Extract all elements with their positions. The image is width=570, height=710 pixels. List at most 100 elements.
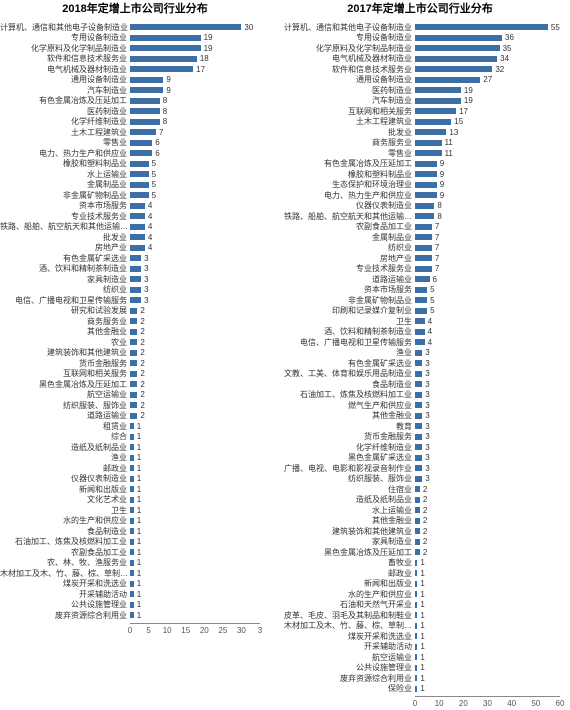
bar-wrap: 1: [130, 600, 270, 609]
bar-row: 石油加工、炼焦及核燃料加工业3: [270, 390, 570, 401]
bar-row: 印刷和记录媒介复制业5: [270, 306, 570, 317]
value-label: 1: [137, 600, 141, 609]
bar-row: 电气机械及器材制造业17: [0, 64, 270, 75]
bar-wrap: 2: [130, 380, 270, 389]
bar: [415, 539, 420, 545]
bar-wrap: 4: [415, 338, 570, 347]
bar-row: 有色金属冶炼及压延加工9: [270, 159, 570, 170]
bar-row: 医药制造业19: [270, 85, 570, 96]
bar-wrap: 3: [415, 411, 570, 420]
bar: [130, 539, 134, 545]
category-label: 商务服务业: [270, 137, 415, 148]
chart-2017: 2017年定增上市公司行业分布计算机、通信和其他电子设备制造业55专用设备制造业…: [270, 0, 570, 710]
bar: [415, 35, 502, 41]
value-label: 2: [423, 495, 427, 504]
bar: [130, 486, 134, 492]
bar-row: 酒、饮料和精制茶制造业4: [270, 327, 570, 338]
category-label: 石油加工、炼焦及核燃料加工业: [270, 389, 415, 400]
bar-row: 商务服务业11: [270, 138, 570, 149]
bar-wrap: 27: [415, 75, 570, 84]
value-label: 9: [440, 170, 444, 179]
bar-row: 航空运输业1: [270, 652, 570, 663]
bar-row: 软件和信息技术服务业18: [0, 54, 270, 65]
value-label: 13: [449, 128, 458, 137]
axis-tick: 0: [128, 626, 132, 635]
category-label: 互联网和相关服务: [270, 106, 415, 117]
category-label: 酒、饮料和精制茶制造业: [270, 326, 415, 337]
bar-wrap: 7: [130, 128, 270, 137]
bar-row: 食品制造业1: [0, 526, 270, 537]
bar-wrap: 1: [415, 611, 570, 620]
category-label: 造纸及纸制品业: [270, 494, 415, 505]
bar-row: 木材加工及木、竹、藤、棕、草制…1: [270, 621, 570, 632]
bar: [130, 108, 160, 114]
bar-wrap: 3: [415, 348, 570, 357]
bar: [415, 45, 500, 51]
category-label: 通用设备制造业: [270, 74, 415, 85]
value-label: 2: [140, 317, 144, 326]
bar-row: 铁路、船舶、航空航天和其他运输…8: [270, 211, 570, 222]
bar-row: 电信、广播电视和卫星传输服务3: [0, 295, 270, 306]
bar-row: 专用设备制造业19: [0, 33, 270, 44]
bar-row: 石油和天然气开采业1: [270, 600, 570, 611]
bar-wrap: 3: [415, 422, 570, 431]
bar-row: 酒、饮料和精制茶制造业3: [0, 264, 270, 275]
bar-wrap: 2: [130, 401, 270, 410]
value-label: 9: [440, 159, 444, 168]
bar: [415, 465, 422, 471]
bar-wrap: 1: [130, 422, 270, 431]
bar-row: 有色金属冶炼及压延加工8: [0, 96, 270, 107]
bar-row: 橡胶和塑料制品业9: [270, 169, 570, 180]
value-label: 34: [500, 54, 509, 63]
value-label: 55: [551, 23, 560, 32]
bar: [130, 77, 163, 83]
category-label: 有色金属矿采选业: [0, 253, 130, 264]
bar-row: 农副食品加工业1: [0, 547, 270, 558]
category-label: 化学原料及化学制品制造业: [0, 43, 130, 54]
value-label: 35: [503, 44, 512, 53]
category-label: 木材加工及木、竹、藤、棕、草制…: [270, 620, 415, 631]
value-label: 2: [423, 516, 427, 525]
bar-wrap: 19: [130, 44, 270, 53]
bar: [130, 350, 137, 356]
bar-wrap: 1: [415, 653, 570, 662]
value-label: 3: [144, 296, 148, 305]
bar-wrap: 4: [130, 201, 270, 210]
bar-row: 资本市场服务4: [0, 201, 270, 212]
bar: [415, 287, 427, 293]
bar-row: 废弃资源综合利用业1: [0, 610, 270, 621]
category-label: 金属制品业: [270, 232, 415, 243]
category-label: 通用设备制造业: [0, 74, 130, 85]
value-label: 4: [148, 201, 152, 210]
category-label: 资本市场服务: [270, 284, 415, 295]
bar: [415, 255, 432, 261]
bar-wrap: 4: [130, 243, 270, 252]
value-label: 6: [433, 275, 437, 284]
category-label: 废弃资源综合利用业: [0, 610, 130, 621]
bar-row: 汽车制造业 9: [0, 85, 270, 96]
bar: [130, 507, 134, 513]
bar-wrap: 13: [415, 128, 570, 137]
value-label: 9: [166, 86, 170, 95]
bar: [130, 161, 149, 167]
value-label: 1: [137, 548, 141, 557]
bar-wrap: 1: [415, 674, 570, 683]
bar-row: 卫生4: [270, 316, 570, 327]
value-label: 2: [423, 485, 427, 494]
category-label: 家具制造业: [270, 536, 415, 547]
category-label: 房地产业: [0, 242, 130, 253]
category-label: 仪器仪表制造业: [270, 200, 415, 211]
bar-row: 房地产业4: [0, 243, 270, 254]
value-label: 2: [140, 359, 144, 368]
category-label: 汽车制造业: [0, 85, 130, 96]
category-label: 公共设施管理业: [0, 599, 130, 610]
bar-row: 铁路、船舶、航空航天和其他运输…4: [0, 222, 270, 233]
bar-wrap: 1: [130, 611, 270, 620]
category-label: 建筑装饰和其他建筑业: [0, 347, 130, 358]
bar: [415, 602, 417, 608]
axis-tick: 3: [258, 626, 262, 635]
value-label: 11: [445, 149, 453, 158]
bar-row: 教育3: [270, 421, 570, 432]
bar: [130, 35, 201, 41]
bar: [415, 108, 456, 114]
